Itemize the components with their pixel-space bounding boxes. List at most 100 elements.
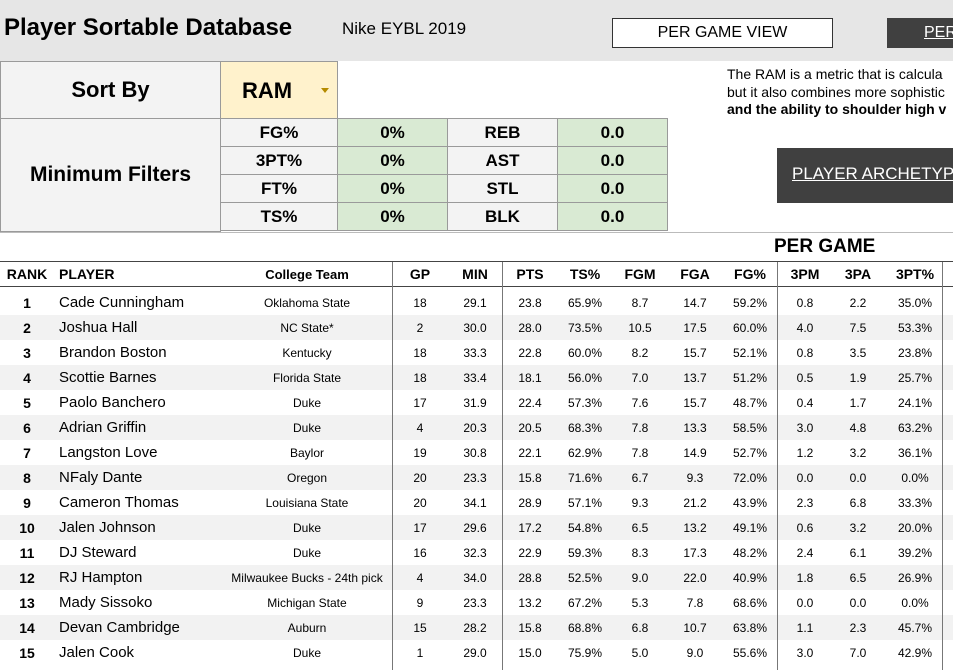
table-cell: 65.9% bbox=[567, 295, 603, 310]
description-line: and the ability to shoulder high v bbox=[727, 101, 947, 117]
table-cell: 23.3 bbox=[463, 470, 487, 485]
table-cell: 45.7% bbox=[897, 620, 933, 635]
column-header: 3PM bbox=[790, 266, 820, 282]
table-cell: 3.5 bbox=[849, 345, 867, 360]
filter-name: FT% bbox=[220, 174, 338, 203]
filter-value: 0.0 bbox=[557, 174, 668, 203]
table-cell: 34.0 bbox=[463, 570, 487, 585]
table-cell: 0.0% bbox=[901, 470, 929, 485]
table-cell: 0.6 bbox=[796, 520, 814, 535]
table-cell: 19 bbox=[413, 445, 427, 460]
table-cell: 34.1 bbox=[463, 495, 487, 510]
table-cell: 20.5 bbox=[518, 420, 542, 435]
table-cell: 6.8 bbox=[849, 495, 867, 510]
table-cell: 0.5 bbox=[796, 370, 814, 385]
row-band bbox=[0, 315, 953, 340]
section-label: PER GAME bbox=[774, 236, 876, 257]
column-header: TS% bbox=[569, 266, 601, 282]
table-cell: 28.0 bbox=[518, 320, 542, 335]
row-band bbox=[0, 365, 953, 390]
filter-value: 0% bbox=[337, 202, 448, 231]
player-name: Adrian Griffin bbox=[59, 419, 147, 436]
sort-label: Sort By bbox=[0, 61, 221, 119]
sort-dropdown[interactable]: RAM bbox=[220, 61, 338, 119]
filters-label: Minimum Filters bbox=[0, 118, 221, 232]
table-cell: 60.0% bbox=[567, 345, 603, 360]
table-cell: 13 bbox=[19, 594, 35, 611]
table-cell: 7.0 bbox=[849, 645, 867, 660]
table-cell: 7.8 bbox=[686, 595, 704, 610]
column-header: PLAYER bbox=[59, 266, 115, 282]
header-line bbox=[0, 286, 953, 287]
table-cell: 33.3 bbox=[463, 345, 487, 360]
table-cell: 35.0% bbox=[897, 295, 933, 310]
table-cell: 1 bbox=[23, 294, 31, 311]
table-cell: Auburn bbox=[287, 620, 327, 635]
table-cell: 54.8% bbox=[567, 520, 603, 535]
table-cell: Oregon bbox=[286, 470, 328, 485]
table-cell: 0.0 bbox=[849, 470, 867, 485]
table-cell: 9 bbox=[416, 595, 424, 610]
table-cell: 2.3 bbox=[849, 620, 867, 635]
table-cell: 53.3% bbox=[897, 320, 933, 335]
table-cell: 63.8% bbox=[732, 620, 768, 635]
table-cell: 6.7 bbox=[631, 470, 649, 485]
table-cell: 3.2 bbox=[849, 445, 867, 460]
row-band bbox=[0, 615, 953, 640]
table-cell: Michigan State bbox=[267, 595, 347, 610]
table-cell: 21.2 bbox=[683, 495, 707, 510]
table-cell: 68.8% bbox=[567, 620, 603, 635]
player-name: Jalen Cook bbox=[59, 644, 135, 661]
table-cell: 18 bbox=[413, 295, 427, 310]
archetype-button[interactable]: PLAYER ARCHETYP bbox=[777, 148, 953, 203]
view-button[interactable]: PER bbox=[887, 18, 953, 48]
table-cell: 63.2% bbox=[897, 420, 933, 435]
table-cell: 8.2 bbox=[631, 345, 649, 360]
player-name: Cade Cunningham bbox=[59, 294, 185, 311]
table-cell: 60.0% bbox=[732, 320, 768, 335]
table-cell: 2.3 bbox=[796, 495, 814, 510]
table-cell: 0.0 bbox=[849, 595, 867, 610]
table-cell: 33.4 bbox=[463, 370, 487, 385]
table-cell: Milwaukee Bucks - 24th pick bbox=[231, 570, 383, 585]
table-cell: 28.9 bbox=[518, 495, 542, 510]
player-name: Scottie Barnes bbox=[59, 369, 157, 386]
table-cell: 9 bbox=[23, 494, 31, 511]
table-cell: 1.7 bbox=[849, 395, 867, 410]
table-cell: 59.2% bbox=[732, 295, 768, 310]
table-cell: 2.4 bbox=[796, 545, 814, 560]
filter-value: 0.0 bbox=[557, 118, 668, 147]
player-name: Mady Sissoko bbox=[59, 594, 153, 611]
divider bbox=[0, 232, 953, 233]
table-cell: 67.2% bbox=[567, 595, 603, 610]
table-cell: 9.3 bbox=[686, 470, 704, 485]
table-cell: 29.0 bbox=[463, 645, 487, 660]
table-cell: 10 bbox=[19, 519, 35, 536]
table-cell: 1 bbox=[416, 645, 424, 660]
view-button[interactable]: PER GAME VIEW bbox=[612, 18, 833, 48]
filter-value: 0.0 bbox=[557, 202, 668, 231]
table-cell: 18.1 bbox=[518, 370, 542, 385]
table-cell: 25.7% bbox=[897, 370, 933, 385]
table-cell: 5.3 bbox=[631, 595, 649, 610]
table-cell: 7 bbox=[23, 444, 31, 461]
table-cell: 4 bbox=[23, 369, 31, 386]
column-line bbox=[777, 262, 778, 670]
table-cell: 20 bbox=[413, 495, 427, 510]
table-cell: 0.4 bbox=[796, 395, 814, 410]
player-name: NFaly Dante bbox=[59, 469, 143, 486]
table-cell: Baylor bbox=[289, 445, 324, 460]
table-cell: 8.7 bbox=[631, 295, 649, 310]
table-cell: 0.8 bbox=[796, 295, 814, 310]
table-cell: 68.6% bbox=[732, 595, 768, 610]
table-cell: 3.2 bbox=[849, 520, 867, 535]
table-cell: 49.1% bbox=[732, 520, 768, 535]
player-name: Brandon Boston bbox=[59, 344, 167, 361]
table-cell: 52.1% bbox=[732, 345, 768, 360]
table-cell: 55.6% bbox=[732, 645, 768, 660]
table-cell: 36.1% bbox=[897, 445, 933, 460]
table-cell: 7.6 bbox=[631, 395, 649, 410]
table-cell: 17 bbox=[413, 395, 427, 410]
table-cell: 4.8 bbox=[849, 420, 867, 435]
row-band bbox=[0, 465, 953, 490]
